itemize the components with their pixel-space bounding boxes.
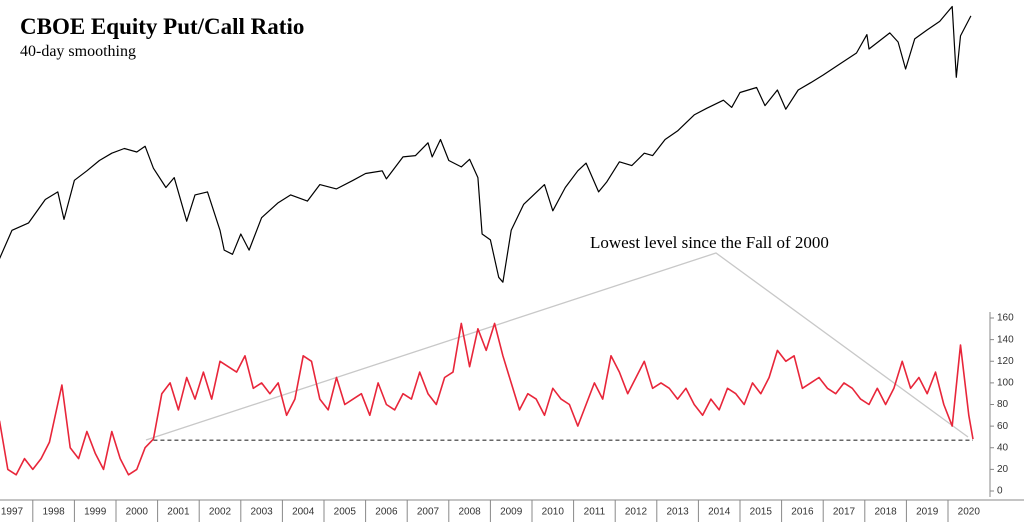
y-tick-label: 40	[997, 442, 1009, 453]
y-tick-label: 140	[997, 334, 1014, 345]
x-tick-label: 1998	[42, 507, 65, 518]
annotation-pointer	[145, 252, 969, 441]
chart-title: CBOE Equity Put/Call Ratio	[20, 14, 304, 39]
x-tick-label: 2004	[292, 507, 315, 518]
x-tick-label: 2010	[542, 507, 565, 518]
x-tick-label: 2013	[666, 507, 689, 518]
x-tick-label: 2014	[708, 507, 731, 518]
y-tick-label: 20	[997, 464, 1009, 475]
x-tick-label: 1997	[1, 507, 24, 518]
data-line	[0, 322, 974, 476]
x-tick-label: 2011	[584, 507, 606, 518]
annotation: Lowest level since the Fall of 2000	[590, 233, 829, 252]
x-tick-label: 2018	[874, 507, 897, 518]
x-tick-label: 2008	[458, 507, 481, 518]
y-tick-label: 100	[997, 378, 1014, 389]
y-tick-label: 80	[997, 399, 1009, 410]
x-tick-label: 2006	[375, 507, 398, 518]
y-tick-label: 120	[997, 356, 1014, 367]
y-tick-label: 0	[997, 486, 1003, 497]
x-tick-label: 2003	[250, 507, 273, 518]
y-tick-label: 160	[997, 313, 1014, 324]
x-tick-label: 2001	[167, 507, 190, 518]
x-tick-label: 2017	[833, 507, 856, 518]
y-tick-label: 60	[997, 421, 1009, 432]
chart-subtitle: 40-day smoothing	[20, 43, 136, 60]
x-tick-label: 2016	[791, 507, 814, 518]
data-line	[0, 5, 972, 283]
x-tick-label: 2020	[958, 507, 981, 518]
x-tick-label: 1999	[84, 507, 107, 518]
x-tick-label: 2009	[500, 507, 523, 518]
x-tick-label: 2002	[209, 507, 232, 518]
x-tick-label: 2015	[750, 507, 773, 518]
x-tick-label: 2000	[126, 507, 149, 518]
x-tick-label: 2007	[417, 507, 440, 518]
x-tick-label: 2005	[334, 507, 357, 518]
x-tick-label: 2012	[625, 507, 648, 518]
x-tick-label: 2019	[916, 507, 939, 518]
